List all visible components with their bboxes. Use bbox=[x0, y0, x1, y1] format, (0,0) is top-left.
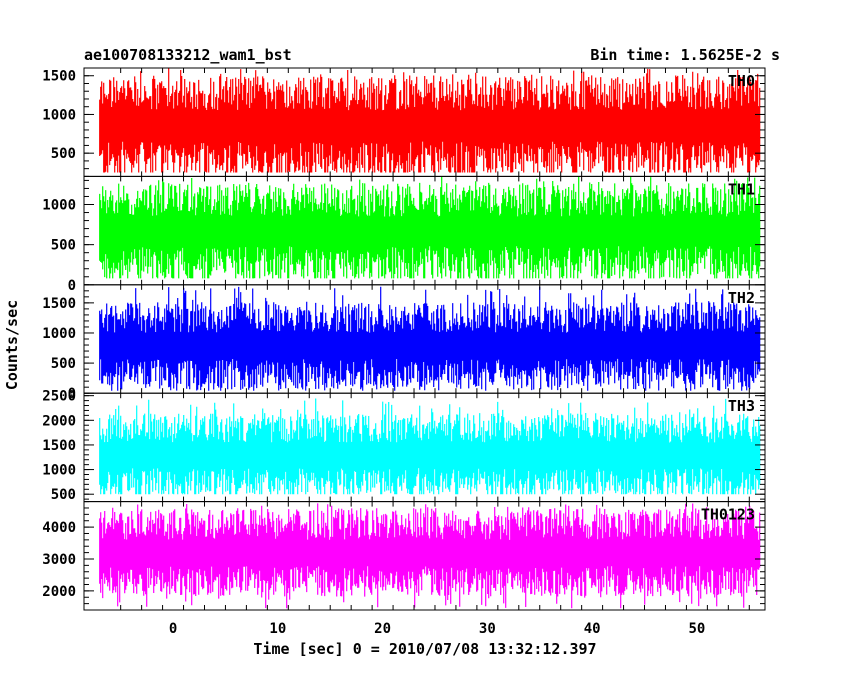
panel-th3: 500 1000 1500 2000 2500 TH3 bbox=[42, 389, 766, 503]
y-tick-label: 1500 bbox=[42, 438, 76, 454]
y-tick-label: 500 bbox=[51, 487, 76, 503]
y-tick-label: 0 bbox=[68, 278, 76, 294]
series-th2 bbox=[99, 286, 761, 391]
series-th0123 bbox=[99, 503, 761, 609]
panel-label-th2: TH2 bbox=[728, 289, 755, 307]
panel-stack: 500 1000 1500 TH0 0 500 1000 TH1 0 500 1000 1500 TH2… bbox=[42, 67, 766, 611]
panel-label-th0123: TH0123 bbox=[701, 506, 755, 524]
series-th0 bbox=[99, 68, 761, 173]
panel-label-th3: TH3 bbox=[728, 397, 755, 415]
y-tick-label: 0 bbox=[68, 386, 76, 402]
x-tick-label: 20 bbox=[374, 621, 391, 637]
panel-label-th1: TH1 bbox=[728, 180, 755, 198]
series-th3 bbox=[99, 398, 761, 495]
y-tick-label: 500 bbox=[51, 356, 76, 372]
y-tick-label: 1000 bbox=[42, 198, 76, 214]
y-tick-label: 1000 bbox=[42, 326, 76, 342]
x-tick-label: 30 bbox=[479, 621, 496, 637]
x-axis: 0 10 20 30 40 50 bbox=[169, 621, 705, 637]
bin-time-label: Bin time: 1.5625E-2 s bbox=[590, 46, 780, 64]
x-axis-label: Time [sec] 0 = 2010/07/08 13:32:12.397 bbox=[253, 640, 596, 658]
y-tick-label: 500 bbox=[51, 238, 76, 254]
series-th1 bbox=[99, 176, 761, 279]
x-tick-label: 40 bbox=[584, 621, 601, 637]
x-tick-label: 10 bbox=[269, 621, 286, 637]
panel-th0123: 2000 3000 4000 TH0123 bbox=[42, 501, 766, 611]
y-tick-label: 3000 bbox=[42, 552, 76, 568]
y-axis-label: Counts/sec bbox=[3, 300, 21, 390]
panel-th0: 500 1000 1500 TH0 bbox=[42, 67, 766, 177]
y-tick-label: 2000 bbox=[42, 413, 76, 429]
y-tick-label: 1000 bbox=[42, 107, 76, 123]
x-tick-label: 0 bbox=[169, 621, 177, 637]
panel-th2: 0 500 1000 1500 TH2 bbox=[42, 284, 766, 402]
chart-title: ae100708133212_wam1_bst bbox=[84, 46, 292, 64]
y-tick-label: 1500 bbox=[42, 296, 76, 312]
x-tick-label: 50 bbox=[688, 621, 705, 637]
panel-frame bbox=[83, 501, 766, 611]
panel-label-th0: TH0 bbox=[728, 72, 755, 90]
y-tick-label: 1500 bbox=[42, 69, 76, 85]
y-tick-label: 2500 bbox=[42, 389, 76, 405]
y-tick-label: 1000 bbox=[42, 463, 76, 479]
y-tick-label: 2000 bbox=[42, 584, 76, 600]
y-tick-label: 500 bbox=[51, 146, 76, 162]
y-tick-label: 4000 bbox=[42, 520, 76, 536]
panel-th1: 0 500 1000 TH1 bbox=[42, 175, 766, 294]
